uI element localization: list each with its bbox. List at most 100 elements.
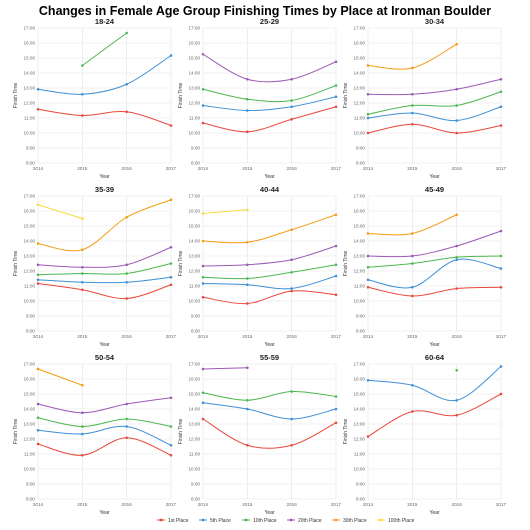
series-5th-place-point xyxy=(411,285,414,289)
series-5th-place-point xyxy=(125,280,128,284)
series-20th-place-point xyxy=(334,244,338,248)
series-1st-place-point xyxy=(246,443,249,447)
y-tick-label: 11:00 xyxy=(354,452,366,457)
series-1st-place-point xyxy=(366,131,370,135)
y-tick-label: 11:00 xyxy=(24,116,36,121)
y-tick-label: 10:00 xyxy=(24,131,36,136)
y-axis-label: Finish Time xyxy=(178,83,184,109)
series-20th-place-line xyxy=(202,367,248,370)
series-20th-place-point xyxy=(169,245,173,249)
series-5th-place-point xyxy=(290,417,293,421)
y-tick-label: 8:00 xyxy=(356,161,365,166)
series-20th-place-line xyxy=(37,397,172,414)
x-tick-label: 2017 xyxy=(496,166,507,171)
y-tick-label: 13:00 xyxy=(24,86,36,91)
series-20th-place-point xyxy=(125,263,128,267)
series-10th-place-line xyxy=(367,255,502,268)
series-5th-place-point xyxy=(411,111,414,115)
x-tick-label: 2014 xyxy=(33,502,44,507)
series-100th-place-point xyxy=(81,217,84,220)
y-tick-label: 12:00 xyxy=(189,269,201,274)
series-20th-place-point xyxy=(290,258,293,262)
y-tick-label: 12:00 xyxy=(354,437,366,442)
x-tick-label: 2017 xyxy=(166,166,177,171)
legend-swatch-dot xyxy=(244,518,248,522)
series-1st-place-point xyxy=(411,410,414,413)
y-tick-label: 10:00 xyxy=(189,131,201,136)
legend-label: 30th Place xyxy=(343,518,367,524)
series-30th-place-point xyxy=(201,239,205,243)
series-30th-place-point xyxy=(334,213,338,217)
series-5th-place-point xyxy=(246,109,249,112)
y-tick-label: 15:00 xyxy=(24,392,36,397)
x-axis-label: Year xyxy=(264,174,274,180)
x-tick-label: 2015 xyxy=(242,166,253,171)
x-tick-label: 2016 xyxy=(287,334,298,339)
x-tick-label: 2014 xyxy=(33,334,44,339)
y-tick-label: 8:00 xyxy=(191,329,200,334)
series-20th-place-point xyxy=(366,92,370,96)
series-10th-place-point xyxy=(290,270,293,274)
series-20th-place-point xyxy=(499,229,503,233)
series-10th-place-point xyxy=(81,425,84,428)
panel-title: 25-29 xyxy=(260,17,279,26)
legend: 1st Place 5th Place 10th Place 20th Place 30… xyxy=(157,518,415,524)
series-5th-place-line xyxy=(202,402,337,420)
series-10th-place-point xyxy=(201,275,205,279)
y-tick-label: 12:00 xyxy=(24,437,36,442)
x-axis-label: Year xyxy=(99,342,109,348)
series-20th-place-point xyxy=(201,52,205,56)
panel-30-34: 30-34 8:00 9:00 10:00 11:00 12:00 13:00 14:00 15… xyxy=(343,17,507,180)
x-tick-label: 2015 xyxy=(77,502,88,507)
series-1st-place-line xyxy=(37,108,172,126)
y-tick-label: 17:00 xyxy=(354,26,366,31)
panel-60-64: 60-64 8:00 9:00 10:00 11:00 12:00 13:00 14:00 15… xyxy=(343,353,507,516)
y-tick-label: 17:00 xyxy=(189,194,201,199)
series-30th-place-point xyxy=(36,242,40,245)
series-1st-place-point xyxy=(36,442,40,446)
series-30th-place-point xyxy=(366,232,370,235)
legend-item: 1st Place xyxy=(157,518,189,524)
y-tick-label: 13:00 xyxy=(354,422,366,427)
series-1st-place-point xyxy=(499,124,503,127)
series-10th-place-point xyxy=(366,112,370,116)
series-20th-place-point xyxy=(246,77,249,81)
x-tick-label: 2015 xyxy=(407,502,418,507)
series-30th-place-point xyxy=(81,383,84,387)
y-tick-label: 13:00 xyxy=(189,254,201,259)
x-tick-label: 2014 xyxy=(198,502,209,507)
series-5th-place-point xyxy=(366,116,370,120)
y-tick-label: 13:00 xyxy=(354,254,366,259)
series-10th-place-point xyxy=(125,272,128,275)
series-20th-place-point xyxy=(411,92,414,96)
y-tick-label: 15:00 xyxy=(354,224,366,229)
series-1st-place-point xyxy=(499,392,503,396)
panel-title: 40-44 xyxy=(260,185,280,194)
series-30th-place-point xyxy=(36,367,40,371)
series-5th-place-point xyxy=(455,119,458,122)
series-5th-place-point xyxy=(366,278,370,282)
legend-item: 5th Place xyxy=(199,518,231,524)
series-1st-place-point xyxy=(334,293,338,297)
series-10th-place-point xyxy=(201,391,205,395)
series-10th-place-point xyxy=(455,255,458,259)
series-20th-place-point xyxy=(499,77,503,81)
legend-swatch-dot xyxy=(159,518,163,522)
y-tick-label: 16:00 xyxy=(189,377,201,382)
panel-title: 60-64 xyxy=(425,353,445,362)
y-tick-label: 15:00 xyxy=(354,56,366,61)
series-100th-place-point xyxy=(201,212,205,215)
y-tick-label: 9:00 xyxy=(356,146,365,151)
series-1st-place-point xyxy=(169,124,173,127)
y-tick-label: 14:00 xyxy=(24,71,36,76)
series-20th-place-point xyxy=(169,396,173,400)
x-axis-label: Year xyxy=(264,510,274,516)
y-tick-label: 13:00 xyxy=(189,422,201,427)
series-1st-place-point xyxy=(125,436,128,440)
x-tick-label: 2015 xyxy=(242,334,253,339)
series-10th-place-point xyxy=(36,273,40,277)
series-20th-place-line xyxy=(202,245,337,267)
series-1st-place-line xyxy=(202,290,337,305)
panels-grid: 18-24 8:00 9:00 10:00 11:00 12:00 13:00 14:00 15… xyxy=(13,17,507,516)
